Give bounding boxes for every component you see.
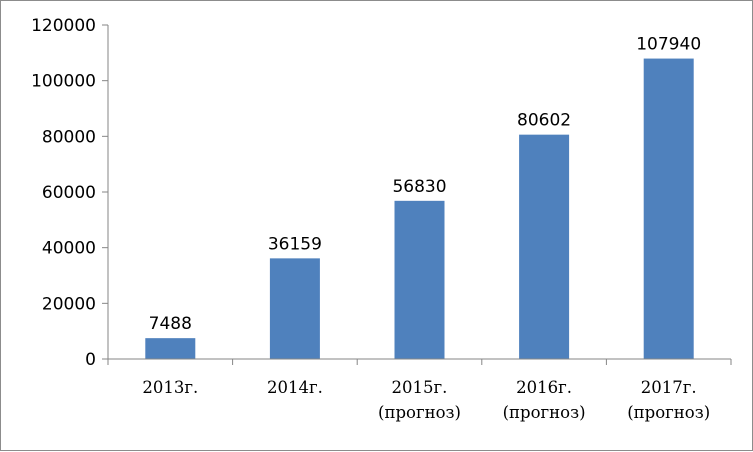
y-tick-label: 80000: [42, 127, 96, 147]
data-label: 56830: [392, 177, 446, 197]
y-tick-label: 100000: [31, 72, 96, 92]
bar: [519, 134, 570, 359]
category-label: (прогноз): [503, 403, 586, 422]
bar: [394, 200, 445, 359]
data-label: 80602: [517, 111, 571, 131]
y-tick-label: 20000: [42, 294, 96, 314]
y-axis-ticks: 0 20000 40000 60000 80000 100000 120000: [31, 16, 108, 370]
y-tick-label: 0: [85, 350, 96, 370]
category-label: 2013г.: [142, 378, 198, 397]
y-tick-label: 40000: [42, 239, 96, 259]
bar: [643, 58, 694, 359]
data-labels: 7488 36159 56830 80602 107940: [149, 35, 701, 335]
category-label: 2016г.: [516, 378, 572, 397]
category-label: 2014г.: [267, 378, 323, 397]
data-label: 36159: [268, 234, 322, 254]
y-tick-label: 120000: [31, 16, 96, 36]
axes: [107, 25, 732, 365]
y-tick-label: 60000: [42, 183, 96, 203]
category-label: 2015г.: [392, 378, 448, 397]
bars: [145, 58, 694, 359]
category-label: 2017г.: [641, 378, 697, 397]
category-label: (прогноз): [378, 403, 461, 422]
bar: [269, 258, 320, 359]
data-label: 107940: [636, 35, 701, 55]
category-labels: 2013г. 2014г. 2015г. (прогноз) 2016г. (прогно…: [142, 378, 710, 422]
data-label: 7488: [149, 314, 192, 334]
bar: [145, 338, 196, 359]
category-label: (прогноз): [627, 403, 710, 422]
